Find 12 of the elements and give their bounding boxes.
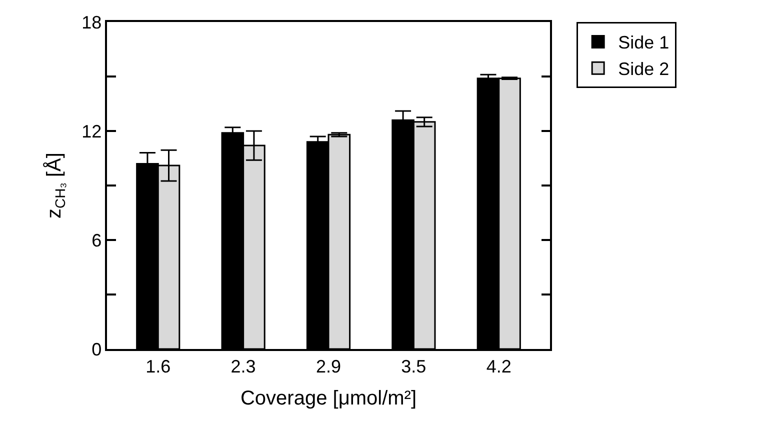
y-tick-label: 6 <box>92 230 102 250</box>
x-tick-label: 4.2 <box>486 356 512 376</box>
legend-label: Side 1 <box>618 32 670 53</box>
y-tick-label: 18 <box>82 12 102 32</box>
x-tick-label: 2.3 <box>230 356 256 376</box>
legend-label: Side 2 <box>618 59 670 80</box>
x-tick-label: 2.9 <box>316 356 342 376</box>
x-tick-label: 1.6 <box>146 356 171 376</box>
y-tick-label: 0 <box>92 339 102 360</box>
y-tick-label: 12 <box>82 121 102 142</box>
x-axis-title: Coverage [μmol/m²] <box>240 387 417 410</box>
x-tick-label: 3.5 <box>401 356 426 376</box>
